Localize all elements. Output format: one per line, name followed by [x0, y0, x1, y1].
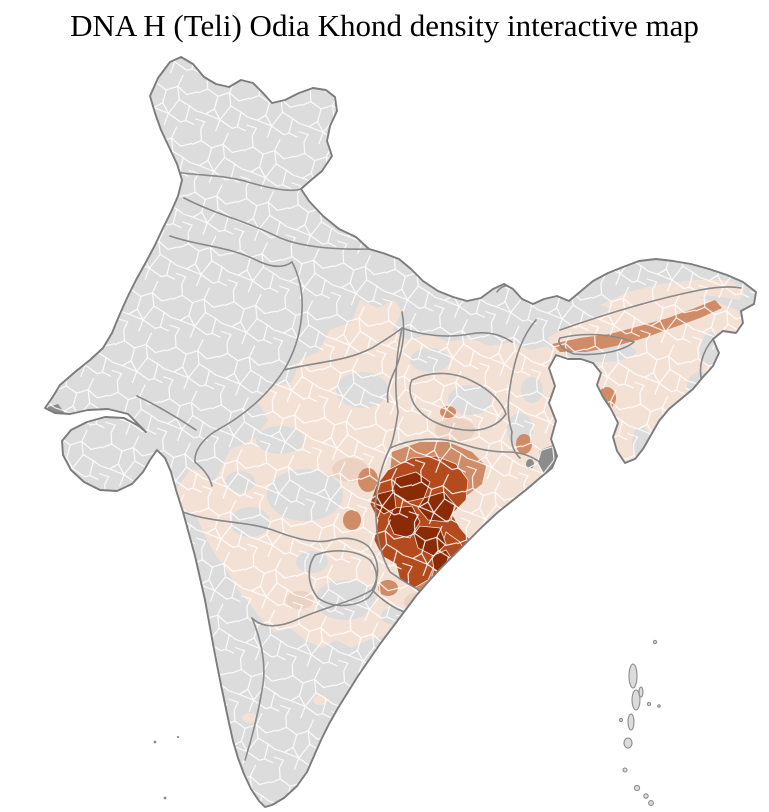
- state-boundaries: [136, 165, 742, 761]
- andaman-nicobar-islands[interactable]: [618, 639, 661, 806]
- lakshadweep-islands[interactable]: [153, 735, 180, 800]
- india-outline: [44, 56, 757, 808]
- page-title: DNA H (Teli) Odia Khond density interact…: [70, 8, 699, 43]
